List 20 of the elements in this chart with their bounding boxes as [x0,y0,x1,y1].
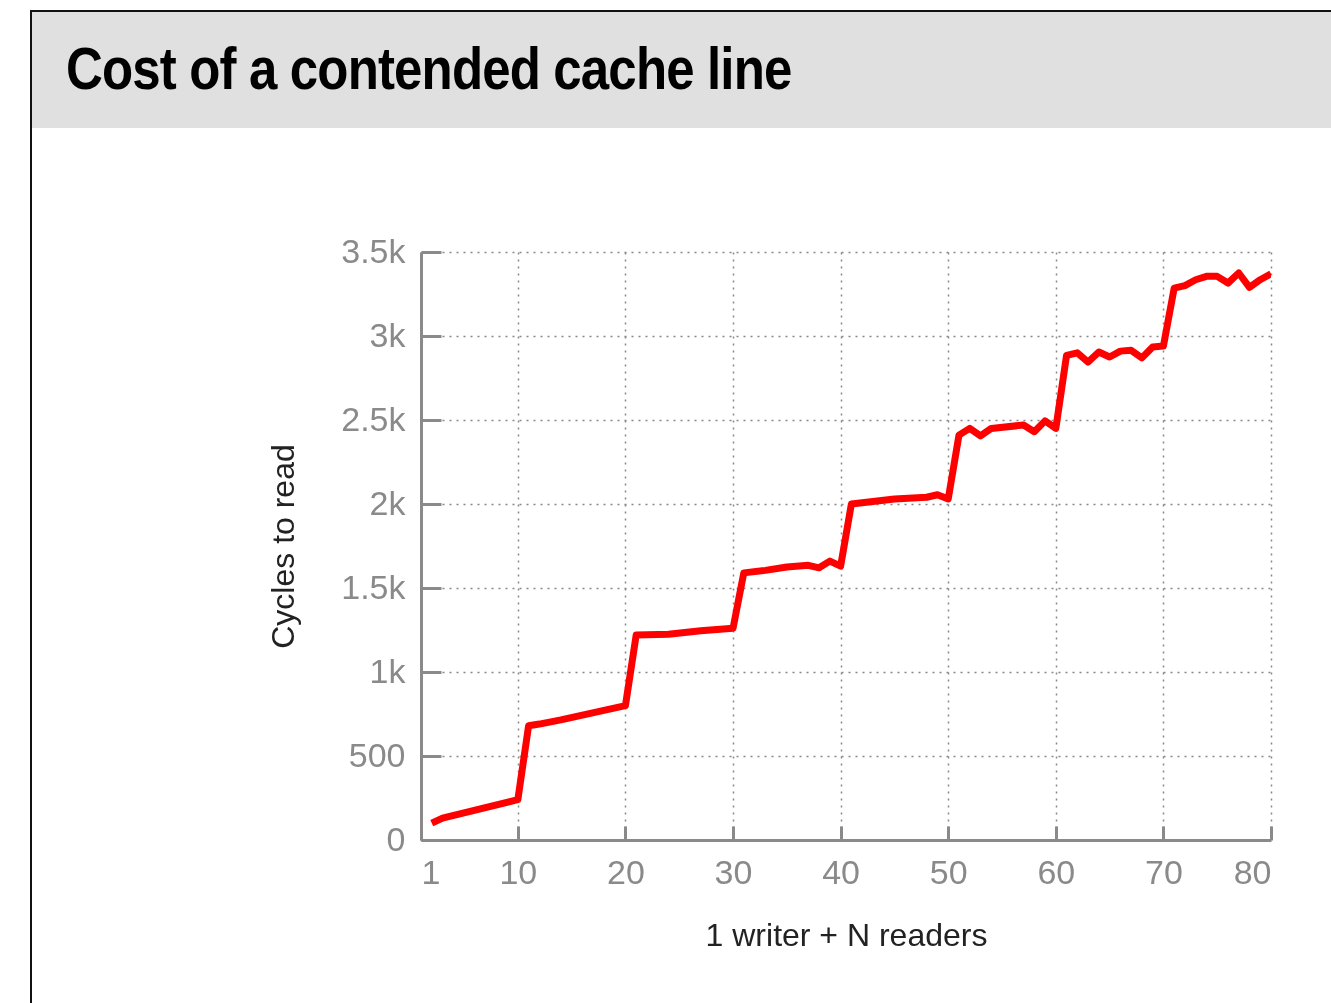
y-tick-label: 1k [369,651,407,690]
x-tick-label: 60 [1037,852,1076,891]
x-axis-title: 1 writer + N readers [705,916,988,953]
x-tick-label: 10 [499,852,538,891]
y-tick-label: 3k [369,315,407,354]
x-tick-label: 30 [714,852,753,891]
x-tick-label: 20 [607,852,645,891]
y-axis-title: Cycles to read [265,444,302,649]
y-tick-label: 1.5k [341,567,407,606]
y-tick-label: 3.5k [341,231,407,270]
x-tick-label: 40 [822,852,861,891]
x-tick-label: 80 [1233,852,1272,891]
y-tick-label: 2k [369,483,407,522]
x-tick-label: 1 [421,852,441,891]
x-tick-label: 50 [929,852,968,891]
y-tick-label: 500 [348,735,406,774]
y-tick-label: 0 [386,819,406,858]
x-tick-label: 70 [1144,852,1183,891]
y-tick-label: 2.5k [341,399,407,438]
chart-title: Cost of a contended cache line [65,34,793,103]
